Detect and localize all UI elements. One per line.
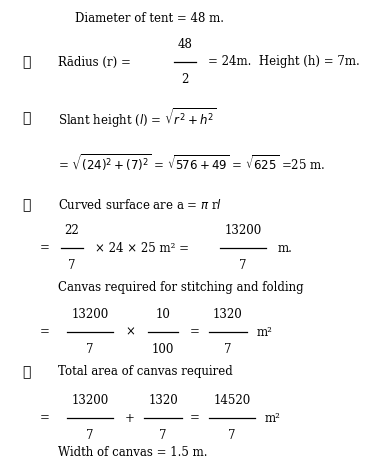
Text: m²: m²	[257, 325, 273, 338]
Text: 1320: 1320	[148, 394, 178, 407]
Text: 22: 22	[65, 224, 79, 237]
Text: =: =	[190, 412, 200, 425]
Text: 14520: 14520	[213, 394, 251, 407]
Text: ∴: ∴	[22, 365, 30, 379]
Text: 48: 48	[178, 38, 192, 51]
Text: ×: ×	[125, 325, 135, 338]
Text: =: =	[40, 325, 50, 338]
Text: 13200: 13200	[71, 308, 109, 321]
Text: 7: 7	[68, 259, 76, 272]
Text: ∴: ∴	[22, 198, 30, 212]
Text: 7: 7	[86, 429, 94, 442]
Text: +: +	[125, 412, 135, 425]
Text: 1320: 1320	[213, 308, 243, 321]
Text: ∴: ∴	[22, 55, 30, 69]
Text: 100: 100	[152, 343, 174, 356]
Text: 7: 7	[224, 343, 232, 356]
Text: 13200: 13200	[71, 394, 109, 407]
Text: =: =	[40, 412, 50, 425]
Text: Canvas required for stitching and folding: Canvas required for stitching and foldin…	[58, 281, 304, 294]
Text: × 24 × 25 m² =: × 24 × 25 m² =	[95, 242, 189, 255]
Text: = 24m.  Height (h) = 7m.: = 24m. Height (h) = 7m.	[208, 56, 360, 69]
Text: m²: m²	[265, 412, 281, 425]
Text: Diameter of tent = 48 m.: Diameter of tent = 48 m.	[75, 12, 224, 25]
Text: =: =	[190, 325, 200, 338]
Text: =: =	[40, 242, 50, 255]
Text: Total area of canvas required: Total area of canvas required	[58, 365, 233, 378]
Text: 10: 10	[156, 308, 170, 321]
Text: 7: 7	[228, 429, 236, 442]
Text: = $\sqrt{(24)^2+(7)^2}$ = $\sqrt{576+49}$ = $\sqrt{625}$ =25 m.: = $\sqrt{(24)^2+(7)^2}$ = $\sqrt{576+49}…	[58, 152, 326, 174]
Text: Curved surface are a = $\pi$ r$l$: Curved surface are a = $\pi$ r$l$	[58, 198, 222, 212]
Text: Width of canvas = 1.5 m.: Width of canvas = 1.5 m.	[58, 445, 207, 458]
Text: Rādius (r) =: Rādius (r) =	[58, 56, 135, 69]
Text: Slant height ($l$) = $\sqrt{r^2+h^2}$: Slant height ($l$) = $\sqrt{r^2+h^2}$	[58, 106, 217, 130]
Text: 7: 7	[159, 429, 167, 442]
Text: 7: 7	[86, 343, 94, 356]
Text: 2: 2	[181, 73, 189, 86]
Text: m.: m.	[278, 242, 293, 255]
Text: ∴: ∴	[22, 111, 30, 125]
Text: 7: 7	[239, 259, 247, 272]
Text: 13200: 13200	[224, 224, 262, 237]
